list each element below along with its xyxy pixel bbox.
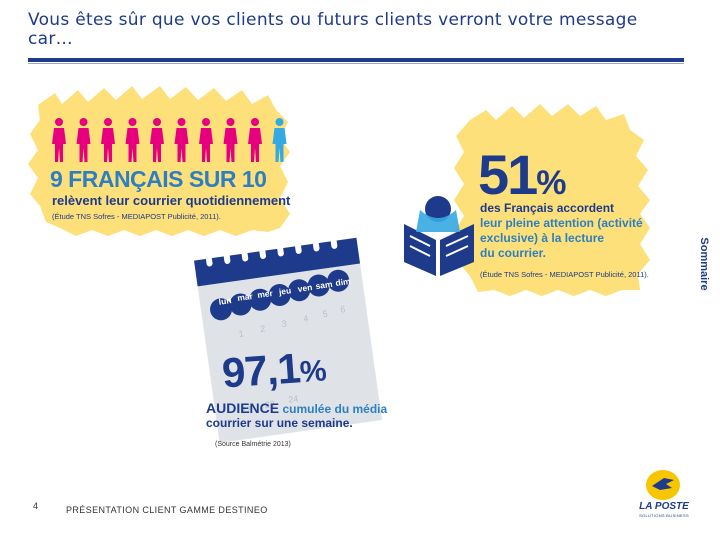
slide-title: Vous êtes sûr que vos clients ou futurs …	[28, 10, 638, 49]
stat3-value: 97,1	[220, 344, 302, 397]
stat2-source: (Étude TNS Sofres - MEDIAPOST Publicité,…	[480, 270, 649, 279]
stat2-line4: du courrier.	[480, 246, 547, 260]
people-row	[52, 118, 287, 162]
svg-text:2: 2	[259, 323, 265, 334]
stat1-line: relèvent leur courrier quotidiennement	[52, 193, 291, 208]
footer-text: PRÉSENTATION CLIENT GAMME DESTINEO	[66, 505, 268, 515]
logo-tagline: SOLUTIONS BUSINESS	[639, 513, 689, 518]
reader-icon	[404, 196, 474, 276]
stat2-text: des Français accordent leur pleine atten…	[480, 201, 643, 261]
balmetrie-source: (Source Balmétrie 2013)	[215, 441, 291, 448]
sommaire-tab-label: Sommaire	[698, 237, 710, 291]
stat3-line2: courrier sur une semaine.	[206, 416, 353, 430]
la-poste-bird-icon	[646, 470, 680, 500]
person-icon	[76, 118, 91, 162]
stat2-figure: 51%	[478, 142, 567, 207]
stat2-value: 51	[478, 143, 538, 206]
person-icon	[174, 118, 189, 162]
person-icon	[101, 118, 115, 162]
page-number: 4	[33, 501, 39, 511]
title-rule-thin	[28, 63, 684, 64]
stat2-line2: leur pleine attention (activité	[480, 216, 643, 230]
stat2-unit: %	[536, 164, 567, 202]
svg-text:4: 4	[303, 313, 309, 324]
stat3-figure: 97,1%	[220, 342, 328, 397]
svg-text:6: 6	[340, 304, 346, 315]
person-icon	[150, 118, 164, 162]
svg-text:3: 3	[281, 318, 287, 329]
person-icon	[199, 118, 213, 162]
stat3-text: AUDIENCE cumulée du média courrier sur u…	[206, 401, 387, 430]
person-icon	[52, 118, 66, 162]
person-icon	[248, 118, 262, 162]
stat2-line3: exclusive) à la lecture	[480, 231, 605, 245]
stat2-line1: des Français accordent	[480, 201, 615, 215]
sommaire-tab[interactable]: Sommaire	[693, 236, 715, 296]
logo-name: LA POSTE	[639, 501, 689, 512]
person-icon	[125, 118, 140, 162]
svg-text:1: 1	[238, 328, 244, 339]
stat1-headline: 9 FRANÇAIS SUR 10	[50, 166, 267, 192]
stat3-unit: %	[298, 354, 328, 390]
calendar-day-dim: dim	[334, 275, 352, 289]
person-icon	[272, 118, 287, 162]
stat3-headline: AUDIENCE	[206, 400, 280, 416]
title-rule	[28, 58, 684, 62]
svg-text:5: 5	[322, 309, 328, 320]
la-poste-logo: LA POSTE SOLUTIONS BUSINESS	[634, 470, 694, 520]
stat1-source: (Étude TNS Sofres - MEDIAPOST Publicité,…	[52, 212, 221, 221]
person-icon	[223, 118, 238, 162]
stat3-line1: cumulée du média	[282, 402, 388, 416]
